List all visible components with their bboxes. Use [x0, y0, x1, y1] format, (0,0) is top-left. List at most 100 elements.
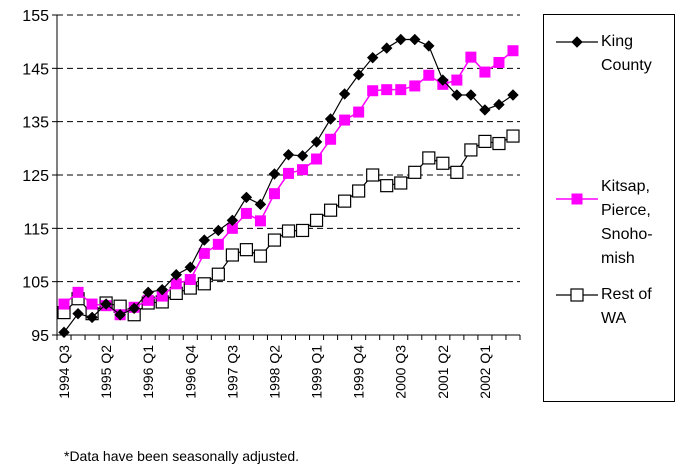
point-king-county [324, 113, 337, 125]
point-rest-of-wa [352, 184, 366, 198]
x-tick-label: 2002 Q1 [477, 345, 493, 399]
point-rest-of-wa [422, 151, 436, 165]
point-rest-of-wa [394, 176, 408, 190]
point-rest-of-wa [366, 168, 380, 182]
point-kitsap-pierce-snohomish [268, 188, 280, 200]
point-rest-of-wa [408, 165, 422, 179]
legend-marks [556, 36, 598, 302]
y-tick-label: 125 [22, 168, 49, 185]
y-tick-label: 135 [22, 115, 49, 132]
y-tick-label: 155 [22, 8, 49, 25]
x-tick-label: 1996 Q4 [182, 345, 198, 399]
point-king-county [352, 69, 365, 81]
point-rest-of-wa [323, 203, 338, 217]
point-rest-of-wa [281, 224, 296, 238]
grid-lines [57, 14, 520, 283]
point-kitsap-pierce-snohomish [353, 106, 365, 118]
point-kitsap-pierce-snohomish [58, 298, 70, 310]
point-kitsap-pierce-snohomish [325, 133, 337, 145]
point-king-county [296, 150, 309, 162]
point-rest-of-wa [295, 223, 310, 238]
y-tick-label: 115 [23, 221, 49, 238]
series-group [57, 33, 520, 339]
point-kitsap-pierce-snohomish [297, 164, 309, 176]
point-king-county [226, 214, 239, 227]
legend-label-rest-of-wa: Rest of WA [601, 286, 652, 327]
x-tick-label: 1997 Q3 [224, 345, 240, 399]
point-king-county [423, 40, 435, 52]
point-rest-of-wa [253, 249, 268, 263]
x-tick-label: 2001 Q2 [435, 345, 451, 399]
x-tick-label: 1999 Q1 [309, 345, 325, 399]
axes [56, 15, 520, 336]
point-king-county [338, 88, 351, 100]
y-axis-ticks: 95 105 115 125 135 145 155 [22, 8, 57, 345]
point-rest-of-wa [380, 179, 394, 193]
point-king-county [366, 51, 379, 64]
x-tick-label: 2000 Q3 [393, 345, 409, 399]
point-king-county [451, 89, 463, 101]
point-kitsap-pierce-snohomish [395, 84, 407, 96]
point-rest-of-wa [211, 267, 225, 281]
point-rest-of-wa [239, 243, 254, 257]
point-king-county [240, 191, 253, 204]
x-tick-label: 1999 Q4 [351, 345, 367, 399]
x-tick-label: 1998 Q2 [266, 345, 282, 399]
point-king-county [212, 224, 225, 237]
point-kitsap-pierce-snohomish [479, 66, 491, 78]
legend-marker-kitsap-pierce-snohomish [571, 193, 583, 205]
point-rest-of-wa [492, 136, 506, 151]
point-rest-of-wa [464, 143, 478, 157]
point-king-county [58, 326, 70, 339]
point-kitsap-pierce-snohomish [184, 274, 196, 286]
series-line-kitsap-pierce-snohomish [63, 50, 514, 316]
point-king-county [268, 168, 281, 180]
legend-label-kitsap-pierce-snohomish: Kitsap, Pierce, Snoho- mish [601, 178, 653, 267]
point-kitsap-pierce-snohomish [86, 298, 98, 310]
point-king-county [198, 234, 211, 246]
point-rest-of-wa [506, 129, 520, 143]
point-rest-of-wa [450, 165, 464, 179]
x-tick-label: 1996 Q1 [140, 345, 156, 399]
point-kitsap-pierce-snohomish [254, 215, 266, 227]
point-rest-of-wa [436, 156, 450, 170]
point-king-county [128, 302, 140, 315]
point-king-county [282, 149, 295, 161]
point-kitsap-pierce-snohomish [409, 80, 421, 92]
point-king-county [254, 198, 267, 211]
point-king-county [86, 311, 98, 324]
point-kitsap-pierce-snohomish [493, 56, 505, 68]
point-kitsap-pierce-snohomish [72, 286, 84, 298]
point-king-county [114, 309, 126, 321]
point-king-county [465, 89, 477, 101]
point-king-county [395, 33, 407, 46]
point-kitsap-pierce-snohomish [240, 207, 252, 219]
point-king-county [156, 283, 168, 296]
x-tick-label: 1994 Q3 [56, 345, 72, 399]
point-kitsap-pierce-snohomish [465, 51, 477, 63]
point-rest-of-wa [225, 248, 239, 262]
point-king-county [142, 286, 154, 299]
point-king-county [409, 33, 421, 46]
y-tick-label: 145 [22, 61, 49, 78]
point-rest-of-wa [309, 213, 324, 227]
x-axis-ticks: 1994 Q3 1995 Q2 1996 Q1 1996 Q4 1997 Q3 1998 … [56, 335, 521, 399]
footnote: *Data have been seasonally adjusted. [64, 448, 300, 464]
point-rest-of-wa [478, 134, 492, 148]
point-king-county [381, 42, 393, 54]
point-kitsap-pierce-snohomish [367, 85, 379, 97]
point-rest-of-wa [338, 194, 352, 208]
point-kitsap-pierce-snohomish [339, 114, 351, 126]
point-king-county [72, 307, 84, 320]
point-king-county [479, 104, 491, 116]
legend [543, 14, 675, 402]
point-king-county [493, 98, 505, 111]
point-king-county [170, 269, 182, 281]
legend-marker-rest-of-wa [570, 288, 584, 302]
point-king-county [184, 261, 196, 273]
y-tick-label: 105 [22, 275, 49, 292]
point-kitsap-pierce-snohomish [451, 74, 463, 86]
series-line-king-county [63, 38, 514, 333]
point-kitsap-pierce-snohomish [507, 45, 519, 57]
point-kitsap-pierce-snohomish [381, 84, 393, 96]
